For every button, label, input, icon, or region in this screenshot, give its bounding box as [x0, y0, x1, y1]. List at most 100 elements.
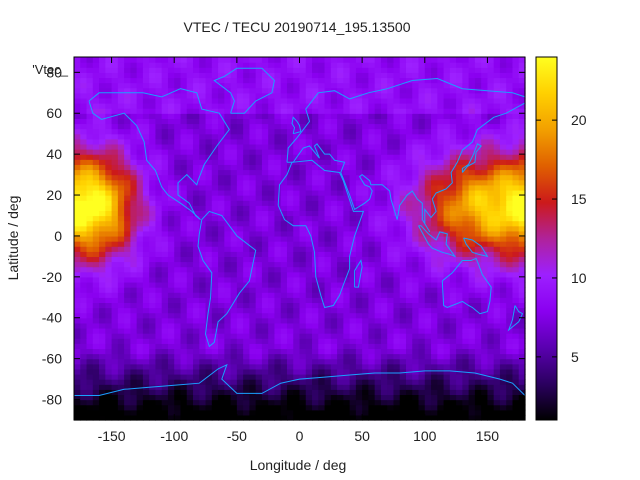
- heatmap-cell: [518, 138, 526, 145]
- heatmap-cell: [499, 220, 507, 227]
- heatmap-cell: [399, 92, 407, 99]
- heatmap-cell: [218, 276, 225, 283]
- heatmap-cell: [218, 287, 225, 293]
- heatmap-cell: [268, 174, 276, 181]
- heatmap-cell: [86, 333, 94, 339]
- heatmap-cell: [506, 210, 514, 217]
- heatmap-cell: [518, 348, 526, 355]
- heatmap-cell: [155, 353, 163, 360]
- heatmap-cell: [255, 138, 263, 145]
- heatmap-cell: [199, 92, 207, 99]
- heatmap-cell: [380, 312, 388, 319]
- heatmap-cell: [86, 251, 94, 257]
- heatmap-cell: [124, 363, 131, 370]
- heatmap-cell: [399, 184, 407, 191]
- heatmap-cell: [393, 164, 401, 171]
- heatmap-cell: [199, 287, 207, 293]
- heatmap-cell: [462, 373, 470, 380]
- heatmap-cell: [443, 307, 451, 314]
- heatmap-cell: [349, 256, 357, 263]
- heatmap-cell: [224, 276, 232, 283]
- heatmap-cell: [506, 246, 514, 252]
- heatmap-cell: [218, 353, 225, 360]
- heatmap-cell: [449, 266, 457, 273]
- heatmap-cell: [211, 348, 219, 355]
- heatmap-cell: [199, 276, 207, 283]
- heatmap-cell: [274, 230, 282, 237]
- heatmap-cell: [105, 373, 113, 380]
- heatmap-cell: [468, 307, 476, 314]
- heatmap-cell: [286, 389, 294, 396]
- heatmap-cell: [355, 292, 363, 298]
- heatmap-cell: [312, 97, 319, 104]
- heatmap-cell: [493, 230, 501, 237]
- heatmap-cell: [230, 317, 238, 324]
- heatmap-cell: [518, 205, 526, 211]
- heatmap-cell: [218, 118, 225, 125]
- heatmap-cell: [499, 154, 507, 160]
- heatmap-cell: [92, 103, 100, 109]
- heatmap-cell: [506, 358, 514, 365]
- heatmap-cell: [86, 159, 94, 165]
- heatmap-cell: [149, 251, 157, 257]
- heatmap-cell: [324, 379, 332, 385]
- heatmap-cell: [74, 72, 81, 79]
- heatmap-cell: [86, 230, 94, 237]
- heatmap-cell: [180, 327, 188, 334]
- heatmap-cell: [180, 379, 188, 385]
- heatmap-cell: [506, 174, 514, 181]
- heatmap-cell: [117, 261, 125, 268]
- heatmap-cell: [343, 394, 351, 401]
- heatmap-cell: [149, 138, 157, 145]
- heatmap-cell: [324, 174, 332, 181]
- heatmap-cell: [274, 210, 282, 217]
- heatmap-cell: [268, 414, 276, 421]
- heatmap-cell: [512, 358, 520, 365]
- heatmap-cell: [330, 123, 338, 130]
- heatmap-cell: [449, 108, 457, 114]
- heatmap-cell: [349, 379, 357, 385]
- heatmap-cell: [380, 358, 388, 365]
- heatmap-cell: [493, 307, 501, 314]
- heatmap-cell: [286, 281, 294, 288]
- heatmap-cell: [92, 220, 100, 227]
- heatmap-cell: [261, 271, 269, 278]
- heatmap-cell: [74, 205, 81, 211]
- heatmap-cell: [293, 384, 301, 390]
- heatmap-cell: [274, 113, 282, 119]
- heatmap-cell: [268, 333, 276, 339]
- heatmap-cell: [399, 67, 407, 73]
- heatmap-cell: [374, 82, 382, 89]
- heatmap-cell: [424, 261, 432, 268]
- heatmap-cell: [499, 338, 507, 344]
- heatmap-cell: [330, 404, 338, 411]
- heatmap-cell: [174, 220, 182, 227]
- heatmap-cell: [161, 302, 169, 309]
- heatmap-cell: [349, 338, 357, 344]
- heatmap-cell: [518, 72, 526, 79]
- heatmap-cell: [74, 368, 81, 375]
- heatmap-cell: [186, 220, 194, 227]
- heatmap-cell: [142, 87, 150, 94]
- heatmap-cell: [105, 215, 113, 222]
- heatmap-cell: [462, 210, 470, 217]
- heatmap-cell: [305, 87, 313, 94]
- heatmap-cell: [443, 266, 451, 273]
- heatmap-cell: [399, 307, 407, 314]
- heatmap-cell: [124, 384, 131, 390]
- heatmap-cell: [449, 389, 457, 396]
- heatmap-cell: [437, 225, 445, 232]
- heatmap-cell: [136, 317, 144, 324]
- heatmap-cell: [224, 133, 232, 140]
- heatmap-cell: [380, 195, 388, 201]
- heatmap-cell: [393, 338, 401, 344]
- heatmap-cell: [499, 409, 507, 416]
- heatmap-cell: [443, 159, 451, 165]
- heatmap-cell: [443, 210, 451, 217]
- heatmap-cell: [324, 123, 332, 130]
- heatmap-cell: [99, 77, 106, 84]
- heatmap-cell: [105, 108, 113, 114]
- heatmap-cell: [487, 128, 495, 135]
- heatmap-cell: [487, 149, 495, 155]
- heatmap-cell: [330, 103, 338, 109]
